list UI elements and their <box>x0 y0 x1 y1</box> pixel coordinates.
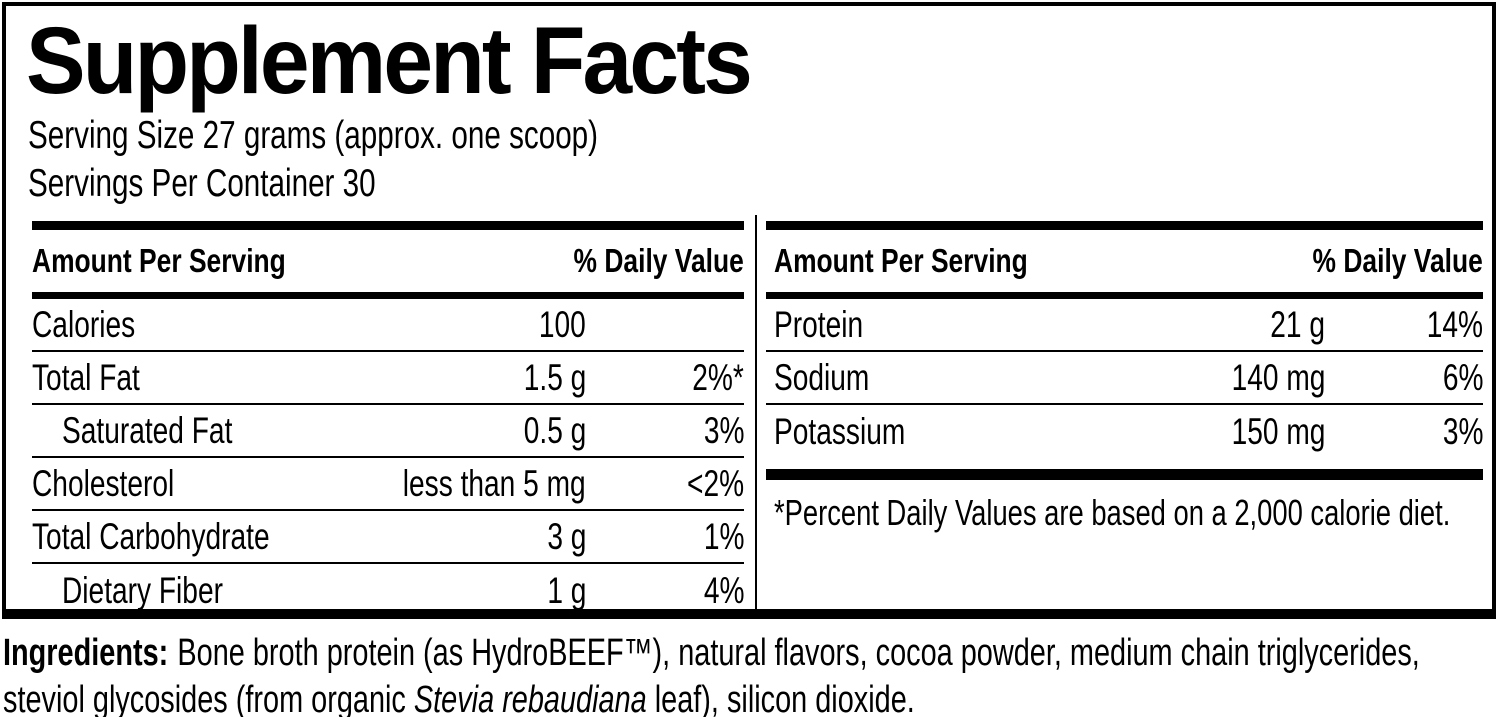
nutrient-amount: 100 <box>539 303 586 345</box>
daily-value-footnote: *Percent Daily Values are based on a 2,0… <box>774 492 1451 533</box>
nutrient-daily-value: 6% <box>1442 356 1483 398</box>
nutrient-daily-value <box>586 304 744 346</box>
column-header: Amount Per Serving % Daily Value <box>766 230 1483 299</box>
header-daily-value: % Daily Value <box>1312 242 1483 279</box>
nutrient-amount: 3 g <box>546 515 586 557</box>
header-daily-value: % Daily Value <box>573 242 744 279</box>
nutrient-daily-value: 3% <box>703 409 744 451</box>
nutrient-daily-value: 2%* <box>692 356 744 398</box>
nutrient-amount: 150 mg <box>1231 410 1325 452</box>
table-row: Potassium 150 mg 3% <box>766 405 1483 458</box>
nutrient-name: Total Fat <box>32 356 140 398</box>
table-row: Total Carbohydrate 3 g 1% <box>32 511 744 564</box>
nutrient-daily-value: 14% <box>1426 303 1483 345</box>
nutrient-amount: less than 5 mg <box>403 462 586 504</box>
label-title: Supplement Facts <box>26 14 796 109</box>
nutrient-name: Protein <box>774 303 864 345</box>
nutrient-name: Sodium <box>774 356 870 398</box>
servings-per-container-line: Servings Per Container 30 <box>28 162 376 205</box>
ingredients-botanical-name: Stevia rebaudiana <box>413 679 647 717</box>
label-title-text: Supplement Facts <box>26 8 753 114</box>
nutrient-daily-value: <2% <box>686 462 744 504</box>
column-divider <box>755 215 757 615</box>
nutrient-daily-value: 3% <box>1442 410 1483 452</box>
table-row: Dietary Fiber 1 g 4% <box>32 564 744 617</box>
nutrient-daily-value: 1% <box>703 515 744 557</box>
nutrient-amount: 0.5 g <box>523 409 586 451</box>
header-amount-per-serving: Amount Per Serving <box>774 242 1028 279</box>
thick-rule-top-left <box>32 221 744 230</box>
nutrient-name: Cholesterol <box>32 462 175 504</box>
table-row: Saturated Fat 0.5 g 3% <box>32 405 744 458</box>
facts-column-right: Amount Per Serving % Daily Value Protein… <box>766 221 1483 534</box>
nutrient-amount: 1 g <box>546 569 586 611</box>
header-amount-per-serving: Amount Per Serving <box>32 242 286 279</box>
thick-rule-footnote <box>766 469 1483 480</box>
nutrient-name: Saturated Fat <box>62 409 233 451</box>
column-header: Amount Per Serving % Daily Value <box>32 230 744 299</box>
nutrient-name: Calories <box>32 303 136 345</box>
serving-size-line: Serving Size 27 grams (approx. one scoop… <box>28 114 599 157</box>
nutrient-amount: 21 g <box>1270 303 1325 345</box>
serving-info: Serving Size 27 grams (approx. one scoop… <box>28 112 778 208</box>
nutrient-name: Potassium <box>774 410 906 452</box>
nutrient-daily-value: 4% <box>703 569 744 611</box>
nutrient-amount: 140 mg <box>1231 356 1325 398</box>
nutrient-name: Total Carbohydrate <box>32 515 270 557</box>
thick-rule-top-right <box>766 221 1483 230</box>
ingredients-text-end: leaf), silicon dioxide. <box>646 679 915 717</box>
table-row: Sodium 140 mg 6% <box>766 352 1483 405</box>
facts-column-left: Amount Per Serving % Daily Value Calorie… <box>32 221 744 617</box>
table-row: Protein 21 g 14% <box>766 299 1483 352</box>
ingredients-section: Ingredients: Bone broth protein (as Hydro… <box>3 630 1481 717</box>
ingredients-text: Bone broth protein (as HydroBEEF™), natu… <box>3 632 1420 717</box>
nutrient-amount: 1.5 g <box>523 356 586 398</box>
table-row: Total Fat 1.5 g 2%* <box>32 352 744 405</box>
nutrient-name: Dietary Fiber <box>62 569 223 611</box>
ingredients-heading: Ingredients: <box>3 632 169 674</box>
facts-box-frame: Supplement Facts Serving Size 27 grams (… <box>2 2 1496 619</box>
table-row: Calories 100 <box>32 299 744 352</box>
table-row: Cholesterol less than 5 mg <2% <box>32 458 744 511</box>
